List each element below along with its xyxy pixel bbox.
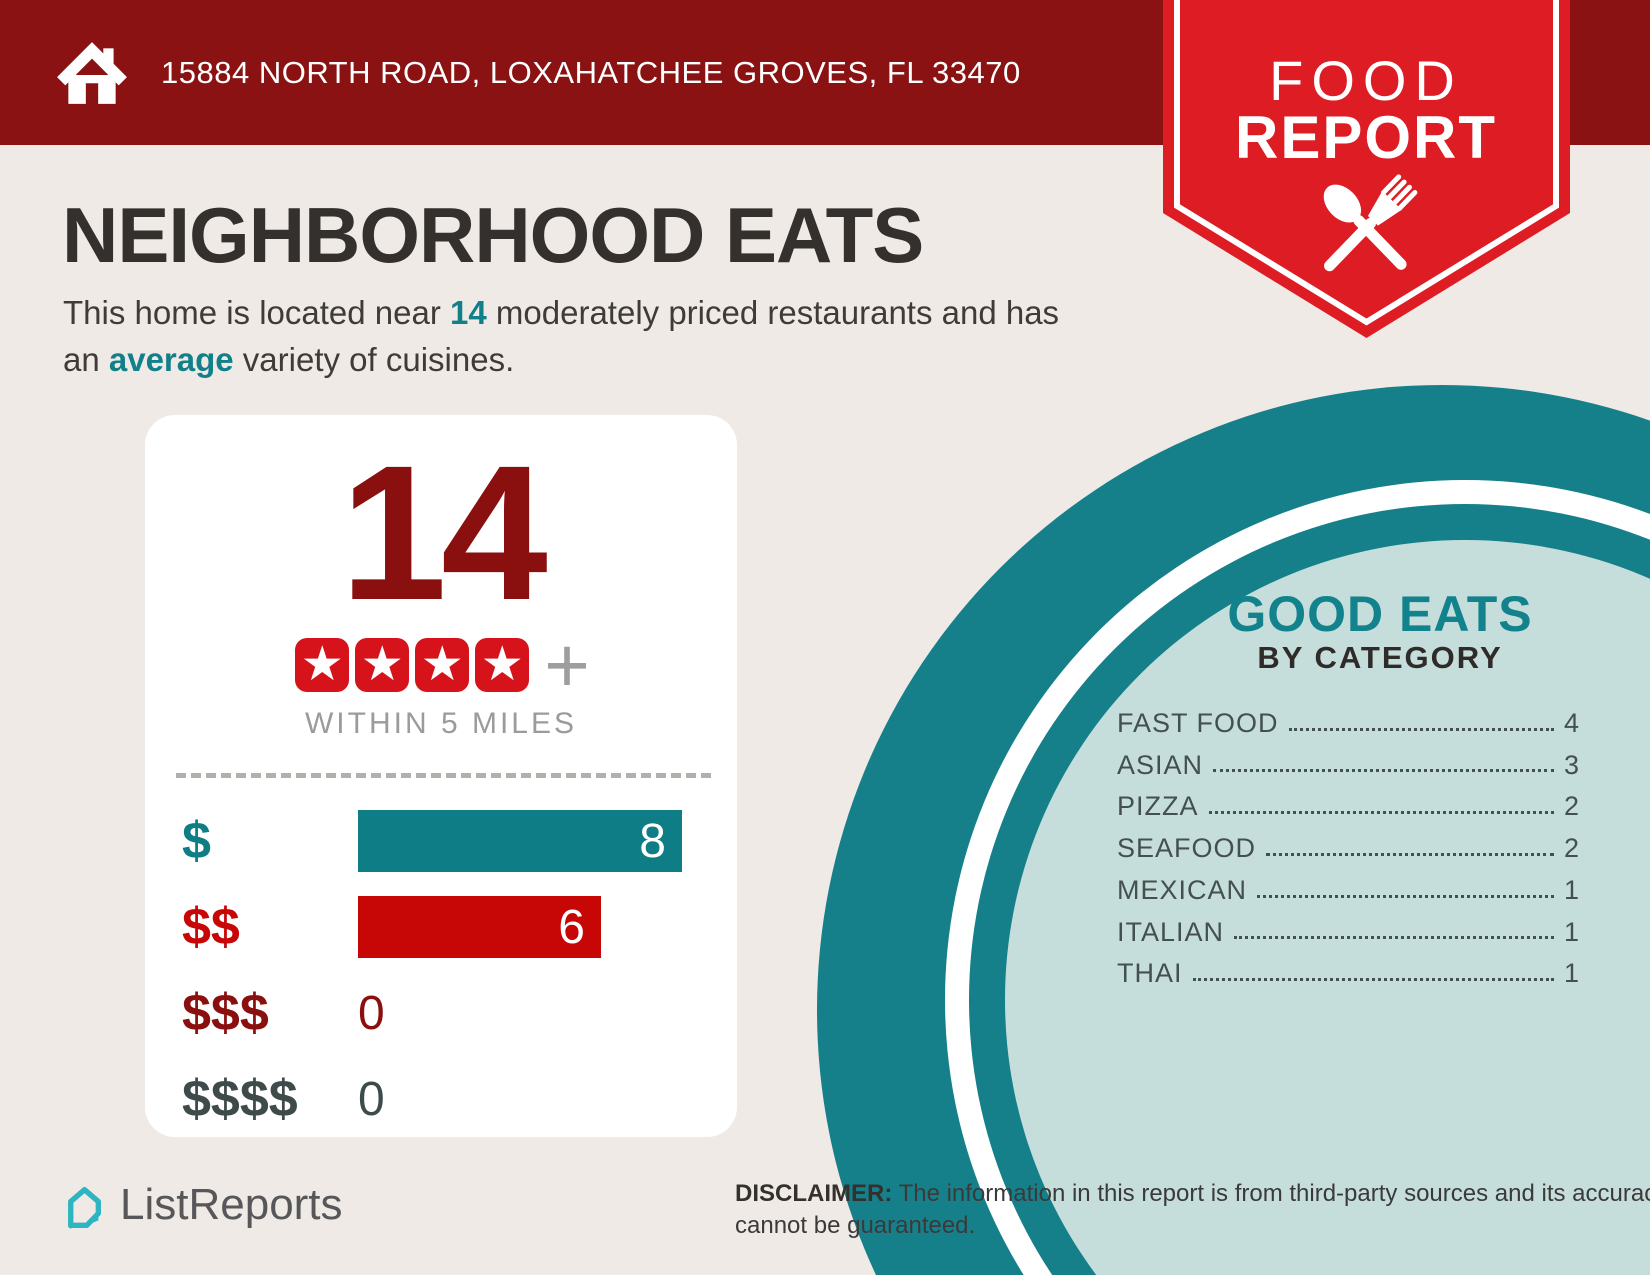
dotted-leader xyxy=(1234,936,1554,940)
category-row: THAI 1 xyxy=(1117,960,1580,987)
category-label: SEAFOOD xyxy=(1117,833,1257,864)
dotted-leader xyxy=(1213,769,1554,773)
category-label: FAST FOOD xyxy=(1117,708,1279,738)
category-label: ASIAN xyxy=(1117,749,1204,780)
category-list: FAST FOOD 4 ASIAN 3 PIZZA 2 SEAFOOD 2 ME… xyxy=(1117,710,1580,1002)
listreports-logo-icon xyxy=(68,1186,102,1229)
restaurant-count: 14 xyxy=(340,425,548,640)
spoon-fork-icon xyxy=(1323,174,1418,272)
star-icon: ★ xyxy=(355,638,410,692)
home-icon xyxy=(57,41,127,104)
price-bar-value: 0 xyxy=(358,1072,385,1126)
category-row: PIZZA 2 xyxy=(1117,793,1580,820)
star-icon: ★ xyxy=(415,638,470,692)
listreports-logo-text: ListReports xyxy=(120,1180,343,1229)
dotted-leader xyxy=(1208,811,1554,815)
subtitle-highlight-average: average xyxy=(108,340,234,378)
star-rating: ★ ★ ★ ★ + xyxy=(145,621,737,709)
property-address: 15884 NORTH ROAD, LOXAHATCHEE GROVES, FL… xyxy=(161,54,1021,90)
price-bar-value: 6 xyxy=(558,900,585,954)
restaurant-stats-card: 14 ★ ★ ★ ★ + WITHIN 5 MILES $ 8 $$ 6 $$$ 0 … xyxy=(145,415,737,1137)
category-count: 3 xyxy=(1563,749,1580,780)
star-icon: ★ xyxy=(295,638,350,692)
category-count: 4 xyxy=(1563,708,1580,738)
subtitle-text-2: moderately priced restaurants and has an xyxy=(63,294,1060,378)
price-tier-label: $ xyxy=(182,812,211,870)
category-count: 1 xyxy=(1563,874,1580,905)
price-row-1: $ 8 xyxy=(145,810,737,872)
dotted-leader xyxy=(1266,852,1554,856)
category-label: ITALIAN xyxy=(1117,916,1225,947)
price-bar-value: 8 xyxy=(639,814,666,868)
price-bar: 0 xyxy=(358,982,385,1044)
price-bar-value: 0 xyxy=(358,986,385,1040)
ribbon-line1: FOOD xyxy=(1269,49,1463,112)
category-row: ITALIAN 1 xyxy=(1117,916,1580,947)
star-icon: ★ xyxy=(475,638,530,692)
price-tier-label: $$$ xyxy=(182,984,269,1042)
good-eats-subtitle: BY CATEGORY xyxy=(1257,640,1503,675)
listreports-brand: ListReports xyxy=(60,1180,343,1230)
subtitle-highlight-count: 14 xyxy=(450,294,487,331)
dashed-divider xyxy=(176,773,711,778)
subtitle-text-3: variety of cuisines. xyxy=(233,340,515,378)
category-row: SEAFOOD 2 xyxy=(1117,835,1580,862)
price-row-2: $$ 6 xyxy=(145,896,737,958)
plus-icon: + xyxy=(544,621,590,709)
category-label: PIZZA xyxy=(1117,791,1199,822)
category-count: 2 xyxy=(1563,833,1580,864)
page-subtitle: This home is located near 14 moderately … xyxy=(63,290,1083,384)
star-icons: ★ ★ ★ ★ xyxy=(292,638,532,692)
category-label: MEXICAN xyxy=(1117,874,1248,905)
category-label: THAI xyxy=(1117,958,1183,989)
price-bar-chart: $ 8 $$ 6 $$$ 0 $$$$ 0 xyxy=(145,810,737,1130)
subtitle-text-1: This home is located near xyxy=(63,294,451,331)
disclaimer: DISCLAIMER: The information in this repo… xyxy=(735,1178,1650,1241)
category-count: 1 xyxy=(1563,916,1580,947)
food-report-ribbon: FOOD REPORT xyxy=(1163,0,1570,338)
dotted-leader xyxy=(1257,894,1554,898)
page-title: NEIGHBORHOOD EATS xyxy=(62,191,924,279)
category-count: 2 xyxy=(1563,791,1580,822)
price-row-4: $$$$ 0 xyxy=(145,1068,737,1130)
dotted-leader xyxy=(1192,977,1554,981)
dotted-leader xyxy=(1288,727,1554,731)
ribbon-line2: REPORT xyxy=(1235,104,1497,171)
category-count: 1 xyxy=(1563,958,1580,989)
good-eats-title: GOOD EATS xyxy=(1227,586,1533,642)
price-bar: 6 xyxy=(358,896,601,958)
disclaimer-label: DISCLAIMER: xyxy=(735,1180,893,1207)
price-row-3: $$$ 0 xyxy=(145,982,737,1044)
price-tier-label: $$$$ xyxy=(182,1070,298,1128)
category-row: MEXICAN 1 xyxy=(1117,874,1580,905)
radius-caption: WITHIN 5 MILES xyxy=(304,707,578,740)
price-bar: 0 xyxy=(358,1068,385,1130)
price-tier-label: $$ xyxy=(182,898,240,956)
category-row: FAST FOOD 4 xyxy=(1117,710,1580,737)
category-row: ASIAN 3 xyxy=(1117,749,1580,780)
price-bar: 8 xyxy=(358,810,682,872)
